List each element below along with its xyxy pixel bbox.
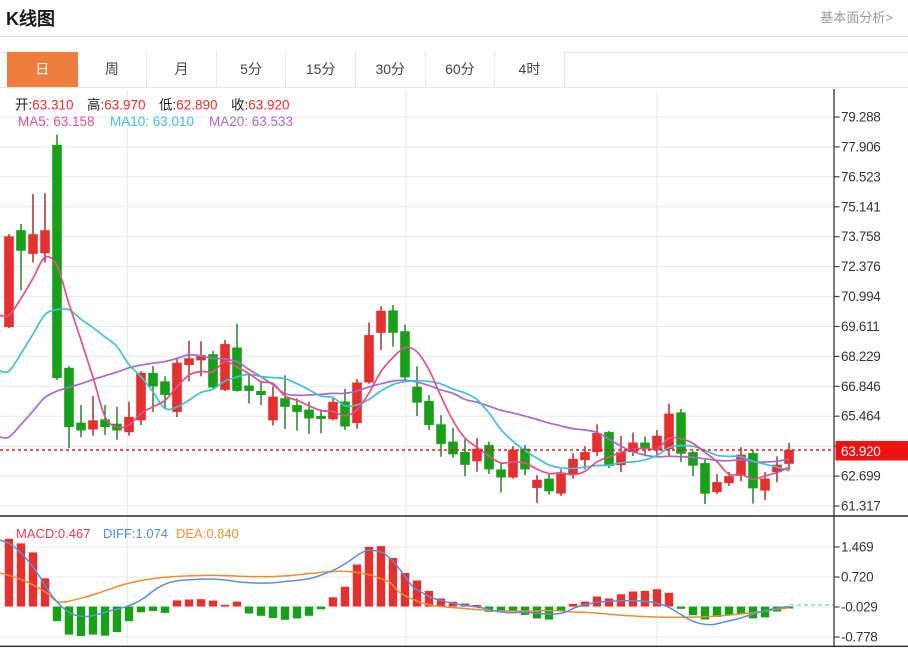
svg-text:66.846: 66.846 — [841, 379, 881, 394]
svg-text:MA20: 63.533: MA20: 63.533 — [209, 114, 293, 129]
svg-text:0.720: 0.720 — [841, 570, 873, 585]
svg-text:低:62.890: 低:62.890 — [159, 98, 218, 113]
svg-text:MA10: 63.010: MA10: 63.010 — [110, 114, 194, 129]
svg-text:69.611: 69.611 — [841, 319, 880, 334]
svg-text:高:63.970: 高:63.970 — [87, 97, 146, 113]
svg-text:79.288: 79.288 — [841, 110, 881, 125]
svg-text:MACD:0.467: MACD:0.467 — [16, 526, 90, 541]
svg-text:63.920: 63.920 — [841, 444, 881, 459]
svg-text:1.469: 1.469 — [841, 540, 873, 555]
svg-text:72.376: 72.376 — [841, 259, 881, 274]
svg-text:76.523: 76.523 — [841, 169, 881, 184]
svg-text:DIFF:1.074: DIFF:1.074 — [103, 526, 168, 541]
svg-text:收:63.920: 收:63.920 — [231, 98, 290, 113]
svg-text:65.464: 65.464 — [841, 409, 881, 424]
svg-text:DEA:0.840: DEA:0.840 — [176, 526, 239, 541]
svg-text:-0.029: -0.029 — [841, 600, 877, 615]
svg-text:73.758: 73.758 — [841, 229, 881, 244]
svg-text:MA5: 63.158: MA5: 63.158 — [18, 114, 95, 129]
svg-text:开:63.310: 开:63.310 — [15, 98, 74, 113]
svg-text:68.229: 68.229 — [841, 349, 881, 364]
svg-text:62.699: 62.699 — [841, 469, 881, 484]
svg-text:-0.778: -0.778 — [841, 630, 877, 645]
svg-text:70.994: 70.994 — [841, 289, 881, 304]
svg-text:77.906: 77.906 — [841, 139, 881, 154]
svg-text:61.317: 61.317 — [841, 499, 881, 514]
svg-text:75.141: 75.141 — [841, 199, 881, 214]
